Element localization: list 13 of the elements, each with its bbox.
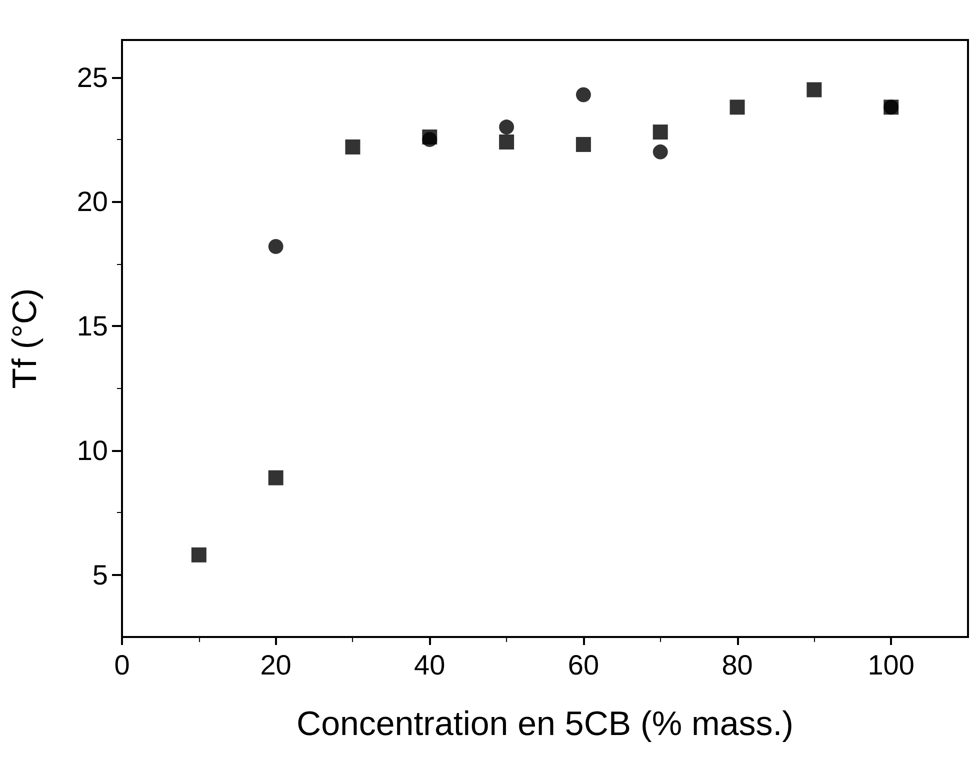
y-tick-label: 25	[76, 62, 108, 93]
x-tick-label: 100	[868, 650, 914, 680]
x-axis-title: Concentration en 5CB (% mass.)	[296, 705, 794, 743]
x-tick-label: 60	[568, 650, 600, 680]
y-axis-title: Tf (°C)	[6, 288, 44, 389]
x-tick-label: 0	[114, 650, 130, 680]
x-tick-label: 20	[260, 650, 292, 680]
x-tick-label: 80	[722, 650, 753, 680]
y-tick-label: 10	[76, 434, 108, 466]
x-tick-label: 40	[414, 650, 446, 680]
y-tick-label: 15	[76, 310, 108, 342]
y-tick-label: 5	[92, 559, 108, 590]
y-tick-label: 20	[76, 186, 108, 218]
